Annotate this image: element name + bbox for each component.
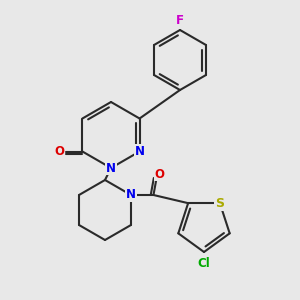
Text: N: N	[135, 145, 145, 158]
Text: O: O	[54, 145, 64, 158]
Text: S: S	[215, 197, 224, 210]
Text: F: F	[176, 14, 184, 27]
Text: Cl: Cl	[198, 257, 210, 270]
Text: N: N	[106, 161, 116, 175]
Text: N: N	[126, 188, 136, 202]
Text: O: O	[154, 167, 164, 181]
